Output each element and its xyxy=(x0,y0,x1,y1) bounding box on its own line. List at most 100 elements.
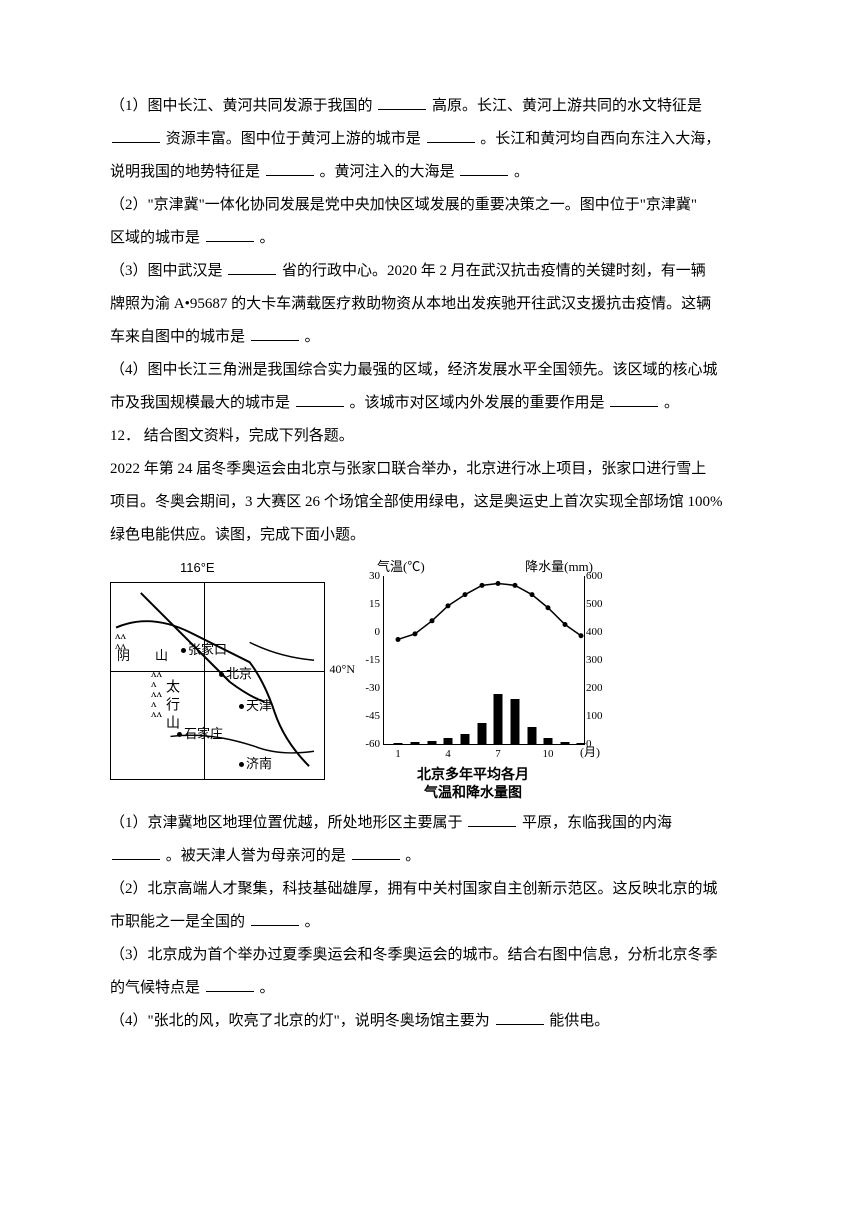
q12-number: 12． 结合图文资料，完成下列各题。 xyxy=(110,420,750,453)
xtick: 4 xyxy=(445,748,451,760)
ytick-right: 300 xyxy=(586,654,612,666)
text: （1）图中长江、黄河共同发源于我国的 xyxy=(110,98,376,114)
blank xyxy=(378,94,426,110)
temp-point xyxy=(513,583,518,588)
temp-point xyxy=(413,631,418,636)
ytick-right: 600 xyxy=(586,570,612,582)
temp-point xyxy=(463,592,468,597)
blank xyxy=(352,844,400,860)
blank xyxy=(266,160,314,176)
ytick-right: 400 xyxy=(586,626,612,638)
temp-point xyxy=(480,583,485,588)
q12-intro1: 2022 年第 24 届冬季奥运会由北京与张家口联合举办，北京进行冰上项目，张家… xyxy=(110,453,750,486)
map-lines xyxy=(111,583,324,779)
xtick: 7 xyxy=(495,748,501,760)
text: 。长江和黄河均自西向东注入大海， xyxy=(477,131,721,147)
document-page: （1）图中长江、黄河共同发源于我国的 高原。长江、黄河上游共同的水文特征是 资源… xyxy=(0,0,860,1098)
precip-bar xyxy=(394,743,403,744)
q12-sub3-line1: （3）北京成为首个举办过夏季奥运会和冬季奥运会的城市。结合右图中信息，分析北京冬… xyxy=(110,939,750,972)
text: 。该城市对区域内外发展的重要作用是 xyxy=(346,395,609,411)
ytick-right: 500 xyxy=(586,598,612,610)
map-box: ʌʌʌʌ ʌʌʌʌʌʌʌʌ 阴 山 太行山 张家口 北京 天津 石家庄 济南 xyxy=(110,582,325,780)
precip-bar xyxy=(511,699,520,744)
climate-chart: 气温(℃) 降水量(mm) 30150-15-30-45-60600500400… xyxy=(353,560,593,803)
text: 。黄河注入的大海是 xyxy=(316,164,459,180)
text: 平原，东临我国的内海 xyxy=(518,815,672,831)
text: 。 xyxy=(660,395,679,411)
q12-intro3: 绿色电能供应。读图，完成下面小题。 xyxy=(110,519,750,552)
temp-point xyxy=(396,637,401,642)
blank xyxy=(610,391,658,407)
text: 牌照为渝 A•95687 的大卡车满载医疗救助物资从本地出发疾驰开往武汉支援抗击… xyxy=(110,296,711,312)
q12-sub2-line1: （2）北京高端人才聚集，科技基础雄厚，拥有中关村国家自主创新示范区。这反映北京的… xyxy=(110,873,750,906)
blank xyxy=(427,127,475,143)
blank xyxy=(251,910,299,926)
q11-line6: （3）图中武汉是 省的行政中心。2020 年 2 月在武汉抗击疫情的关键时刻，有… xyxy=(110,255,750,288)
temp-point xyxy=(496,581,501,586)
city-dot-icon xyxy=(239,762,244,767)
city-dot-icon xyxy=(219,672,224,677)
city-dot-icon xyxy=(181,648,186,653)
text: 说明我国的地势特征是 xyxy=(110,164,264,180)
q12-sub2-line2: 市职能之一是全国的 。 xyxy=(110,906,750,939)
temp-point xyxy=(430,618,435,623)
blank xyxy=(206,226,254,242)
text: （4）图中长江三角洲是我国综合实力最强的区域，经济发展水平全国领先。该区域的核心… xyxy=(110,362,718,378)
text: （2）"京津冀"一体化协同发展是党中央加快区域发展的重要决策之一。图中位于"京津… xyxy=(110,197,697,213)
figure-row: 116°E ʌʌʌʌ ʌʌʌʌʌʌʌʌ 阴 山 太行山 xyxy=(110,560,750,803)
city-jinan: 济南 xyxy=(239,753,272,772)
map-meridian xyxy=(204,583,205,779)
q11-line5: 区域的城市是 。 xyxy=(110,222,750,255)
text: 绿色电能供应。读图，完成下面小题。 xyxy=(110,527,365,543)
ytick-left: -30 xyxy=(356,682,380,694)
precip-bar xyxy=(544,738,553,744)
text: 。 xyxy=(256,980,275,996)
text: 项目。冬奥会期间，3 大赛区 26 个场馆全部使用绿电，这是奥运史上首次实现全部… xyxy=(110,494,723,510)
blank xyxy=(112,127,160,143)
text: 的气候特点是 xyxy=(110,980,204,996)
mountain-icon: ʌʌʌʌʌʌʌʌ xyxy=(151,669,162,719)
precip-bar xyxy=(461,734,470,744)
text: 区域的城市是 xyxy=(110,230,204,246)
city-zhangjiakou: 张家口 xyxy=(181,639,227,658)
map-lat-label: 40°N xyxy=(330,662,355,677)
precip-bar xyxy=(411,742,420,744)
blank xyxy=(206,976,254,992)
blank xyxy=(460,160,508,176)
city-beijing: 北京 xyxy=(219,663,252,682)
precip-bar xyxy=(561,742,570,744)
text: 。 xyxy=(301,914,320,930)
text: 车来自图中的城市是 xyxy=(110,329,249,345)
q12-sub1-line2: 。被天津人誉为母亲河的是 。 xyxy=(110,840,750,873)
blank xyxy=(112,844,160,860)
text: （3）图中武汉是 xyxy=(110,263,226,279)
blank xyxy=(228,259,276,275)
text: 市及我国规模最大的城市是 xyxy=(110,395,294,411)
q11-line4: （2）"京津冀"一体化协同发展是党中央加快区域发展的重要决策之一。图中位于"京津… xyxy=(110,189,750,222)
chart-right-axis-label: 降水量(mm) xyxy=(525,556,593,575)
xtick: 1 xyxy=(395,748,401,760)
text: 能供电。 xyxy=(546,1013,610,1029)
city-tianjin: 天津 xyxy=(239,695,272,714)
chart-plot-area: 30150-15-30-45-6060050040030020010001471… xyxy=(383,576,585,745)
map-yin-label: 阴 xyxy=(117,645,130,664)
temp-point xyxy=(546,605,551,610)
map-lon-label: 116°E xyxy=(180,560,215,575)
ytick-left: -15 xyxy=(356,654,380,666)
precip-bar xyxy=(494,694,503,744)
text: 。 xyxy=(402,848,421,864)
text: 省的行政中心。2020 年 2 月在武汉抗击疫情的关键时刻，有一辆 xyxy=(278,263,706,279)
q12-sub1-line1: （1）京津冀地区地理位置优越，所处地形区主要属于 平原，东临我国的内海 xyxy=(110,807,750,840)
q11-line10: 市及我国规模最大的城市是 。该城市对区域内外发展的重要作用是 。 xyxy=(110,387,750,420)
q12-sub4: （4）"张北的风，吹亮了北京的灯"，说明冬奥场馆主要为 能供电。 xyxy=(110,1005,750,1038)
text: 。 xyxy=(256,230,275,246)
text: （1）京津冀地区地理位置优越，所处地形区主要属于 xyxy=(110,815,466,831)
text: （4）"张北的风，吹亮了北京的灯"，说明冬奥场馆主要为 xyxy=(110,1013,494,1029)
ytick-left: -45 xyxy=(356,710,380,722)
ytick-left: -60 xyxy=(356,738,380,750)
text: （3）北京成为首个举办过夏季奥运会和冬季奥运会的城市。结合右图中信息，分析北京冬… xyxy=(110,947,718,963)
q11-line3: 说明我国的地势特征是 。黄河注入的大海是 。 xyxy=(110,156,750,189)
map-parallel xyxy=(111,671,324,672)
precip-bar xyxy=(528,727,537,744)
blank xyxy=(468,811,516,827)
